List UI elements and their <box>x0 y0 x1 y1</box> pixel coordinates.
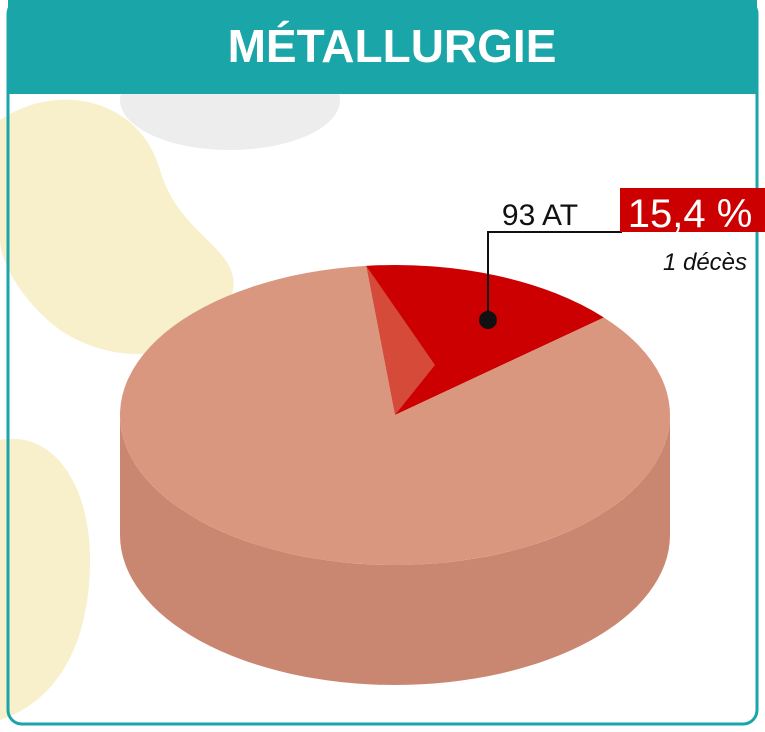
annotation: 1 décès <box>663 249 747 276</box>
frame <box>6 0 759 726</box>
label-box <box>620 188 765 232</box>
pie-slice <box>119 265 670 565</box>
decor <box>0 438 90 720</box>
header-bar <box>8 0 757 94</box>
decor <box>0 99 234 354</box>
chart-title: MÉTALLURGIE <box>228 20 557 72</box>
pie-side <box>120 415 670 685</box>
leader-dot <box>479 311 497 329</box>
pie <box>119 265 670 685</box>
data-label: 15,4 % <box>628 192 753 236</box>
slice-wall <box>366 265 435 415</box>
annotation: 93 AT <box>502 199 578 232</box>
pie-slice <box>366 265 604 415</box>
leader-line <box>487 231 622 320</box>
